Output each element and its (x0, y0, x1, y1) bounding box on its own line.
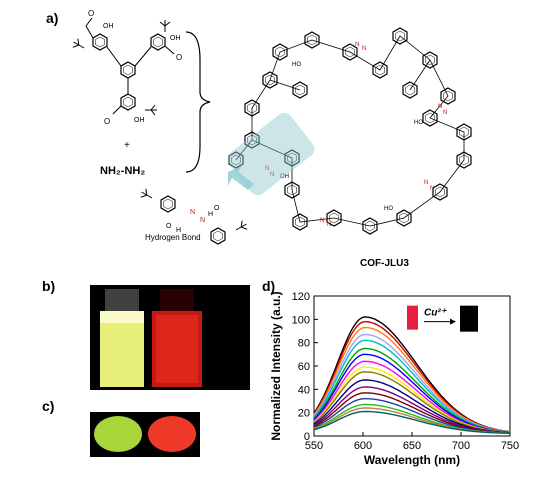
svg-text:O: O (214, 205, 220, 212)
plus-sign: + (124, 140, 130, 151)
svg-text:OH: OH (134, 117, 145, 124)
svg-text:HO: HO (292, 62, 301, 68)
svg-text:O: O (104, 117, 110, 126)
product-label: COF-JLU3 (360, 258, 409, 269)
vial-photos (90, 285, 250, 390)
svg-text:HO: HO (384, 206, 393, 212)
svg-text:OH: OH (103, 23, 114, 30)
svg-text:N: N (327, 222, 331, 228)
panel-label-a: a) (46, 10, 59, 26)
emission-chart: 550 600 650 700 750 0 20 40 60 80 100 120 Wavelength… (269, 291, 519, 467)
svg-text:N: N (355, 42, 359, 48)
y-tick-label: 120 (292, 291, 310, 303)
reaction-scheme: O OH OH O OH O + NH₂-NH₂ (70, 9, 472, 269)
inset-arrow-head (450, 318, 456, 325)
hydrogen-bond-fragment: O H N N H O (138, 187, 250, 245)
svg-text:N: N (265, 166, 269, 172)
x-tick-label: 550 (305, 440, 323, 452)
svg-text:N: N (438, 104, 442, 110)
highlight-arrow (228, 166, 254, 190)
series-line (313, 339, 511, 433)
svg-text:N: N (424, 180, 428, 186)
x-tick-label: 750 (501, 440, 519, 452)
svg-text:N: N (443, 110, 447, 116)
inset-vial-after (460, 305, 478, 332)
y-tick-label: 40 (298, 384, 310, 396)
inset-vial-before (407, 305, 418, 330)
x-tick-label: 600 (354, 440, 372, 452)
vial-red (152, 289, 202, 387)
svg-text:H: H (208, 211, 213, 218)
panel-label-c: c) (42, 398, 55, 414)
hydrogen-bond-label: Hydrogen Bond (145, 233, 201, 242)
vial-yellow (100, 289, 144, 387)
y-tick-label: 80 (298, 338, 310, 350)
svg-text:N: N (190, 209, 195, 216)
y-tick-label: 0 (304, 431, 310, 443)
x-tick-label: 700 (452, 440, 470, 452)
y-axis-label: Normalized Intensity (a.u.) (269, 291, 283, 440)
y-tick-label: 60 (298, 361, 310, 373)
vial-yellow-liquid (100, 311, 144, 387)
reagent-formula: NH₂-NH₂ (100, 165, 145, 177)
bracket (185, 31, 211, 173)
panel-label-b: b) (42, 278, 56, 294)
svg-text:H: H (176, 227, 181, 234)
powder-green (94, 416, 142, 452)
cof-ring: N N N N N N N N N N HO HO HO OH (228, 27, 472, 235)
svg-text:O: O (88, 9, 94, 18)
svg-text:O: O (166, 223, 172, 230)
svg-text:N: N (200, 217, 205, 224)
svg-text:N: N (270, 172, 274, 178)
svg-text:N: N (430, 186, 434, 192)
inset-label: Cu²⁺ (424, 308, 448, 319)
powder-red (148, 416, 196, 452)
aldehyde-monomer: O OH OH O OH O (70, 9, 182, 126)
x-axis-label: Wavelength (nm) (364, 453, 460, 467)
series-line (313, 410, 511, 434)
panel-label-d: d) (262, 278, 276, 294)
x-tick-label: 650 (403, 440, 421, 452)
y-tick-label: 100 (292, 314, 310, 326)
y-tick-label: 20 (298, 408, 310, 420)
powder-photos (90, 412, 200, 457)
highlight-box (227, 112, 315, 196)
svg-text:N: N (362, 46, 366, 52)
svg-text:OH: OH (170, 35, 181, 42)
svg-text:HO: HO (414, 120, 423, 126)
svg-text:N: N (320, 218, 324, 224)
svg-text:OH: OH (280, 174, 289, 180)
svg-text:O: O (176, 53, 182, 62)
